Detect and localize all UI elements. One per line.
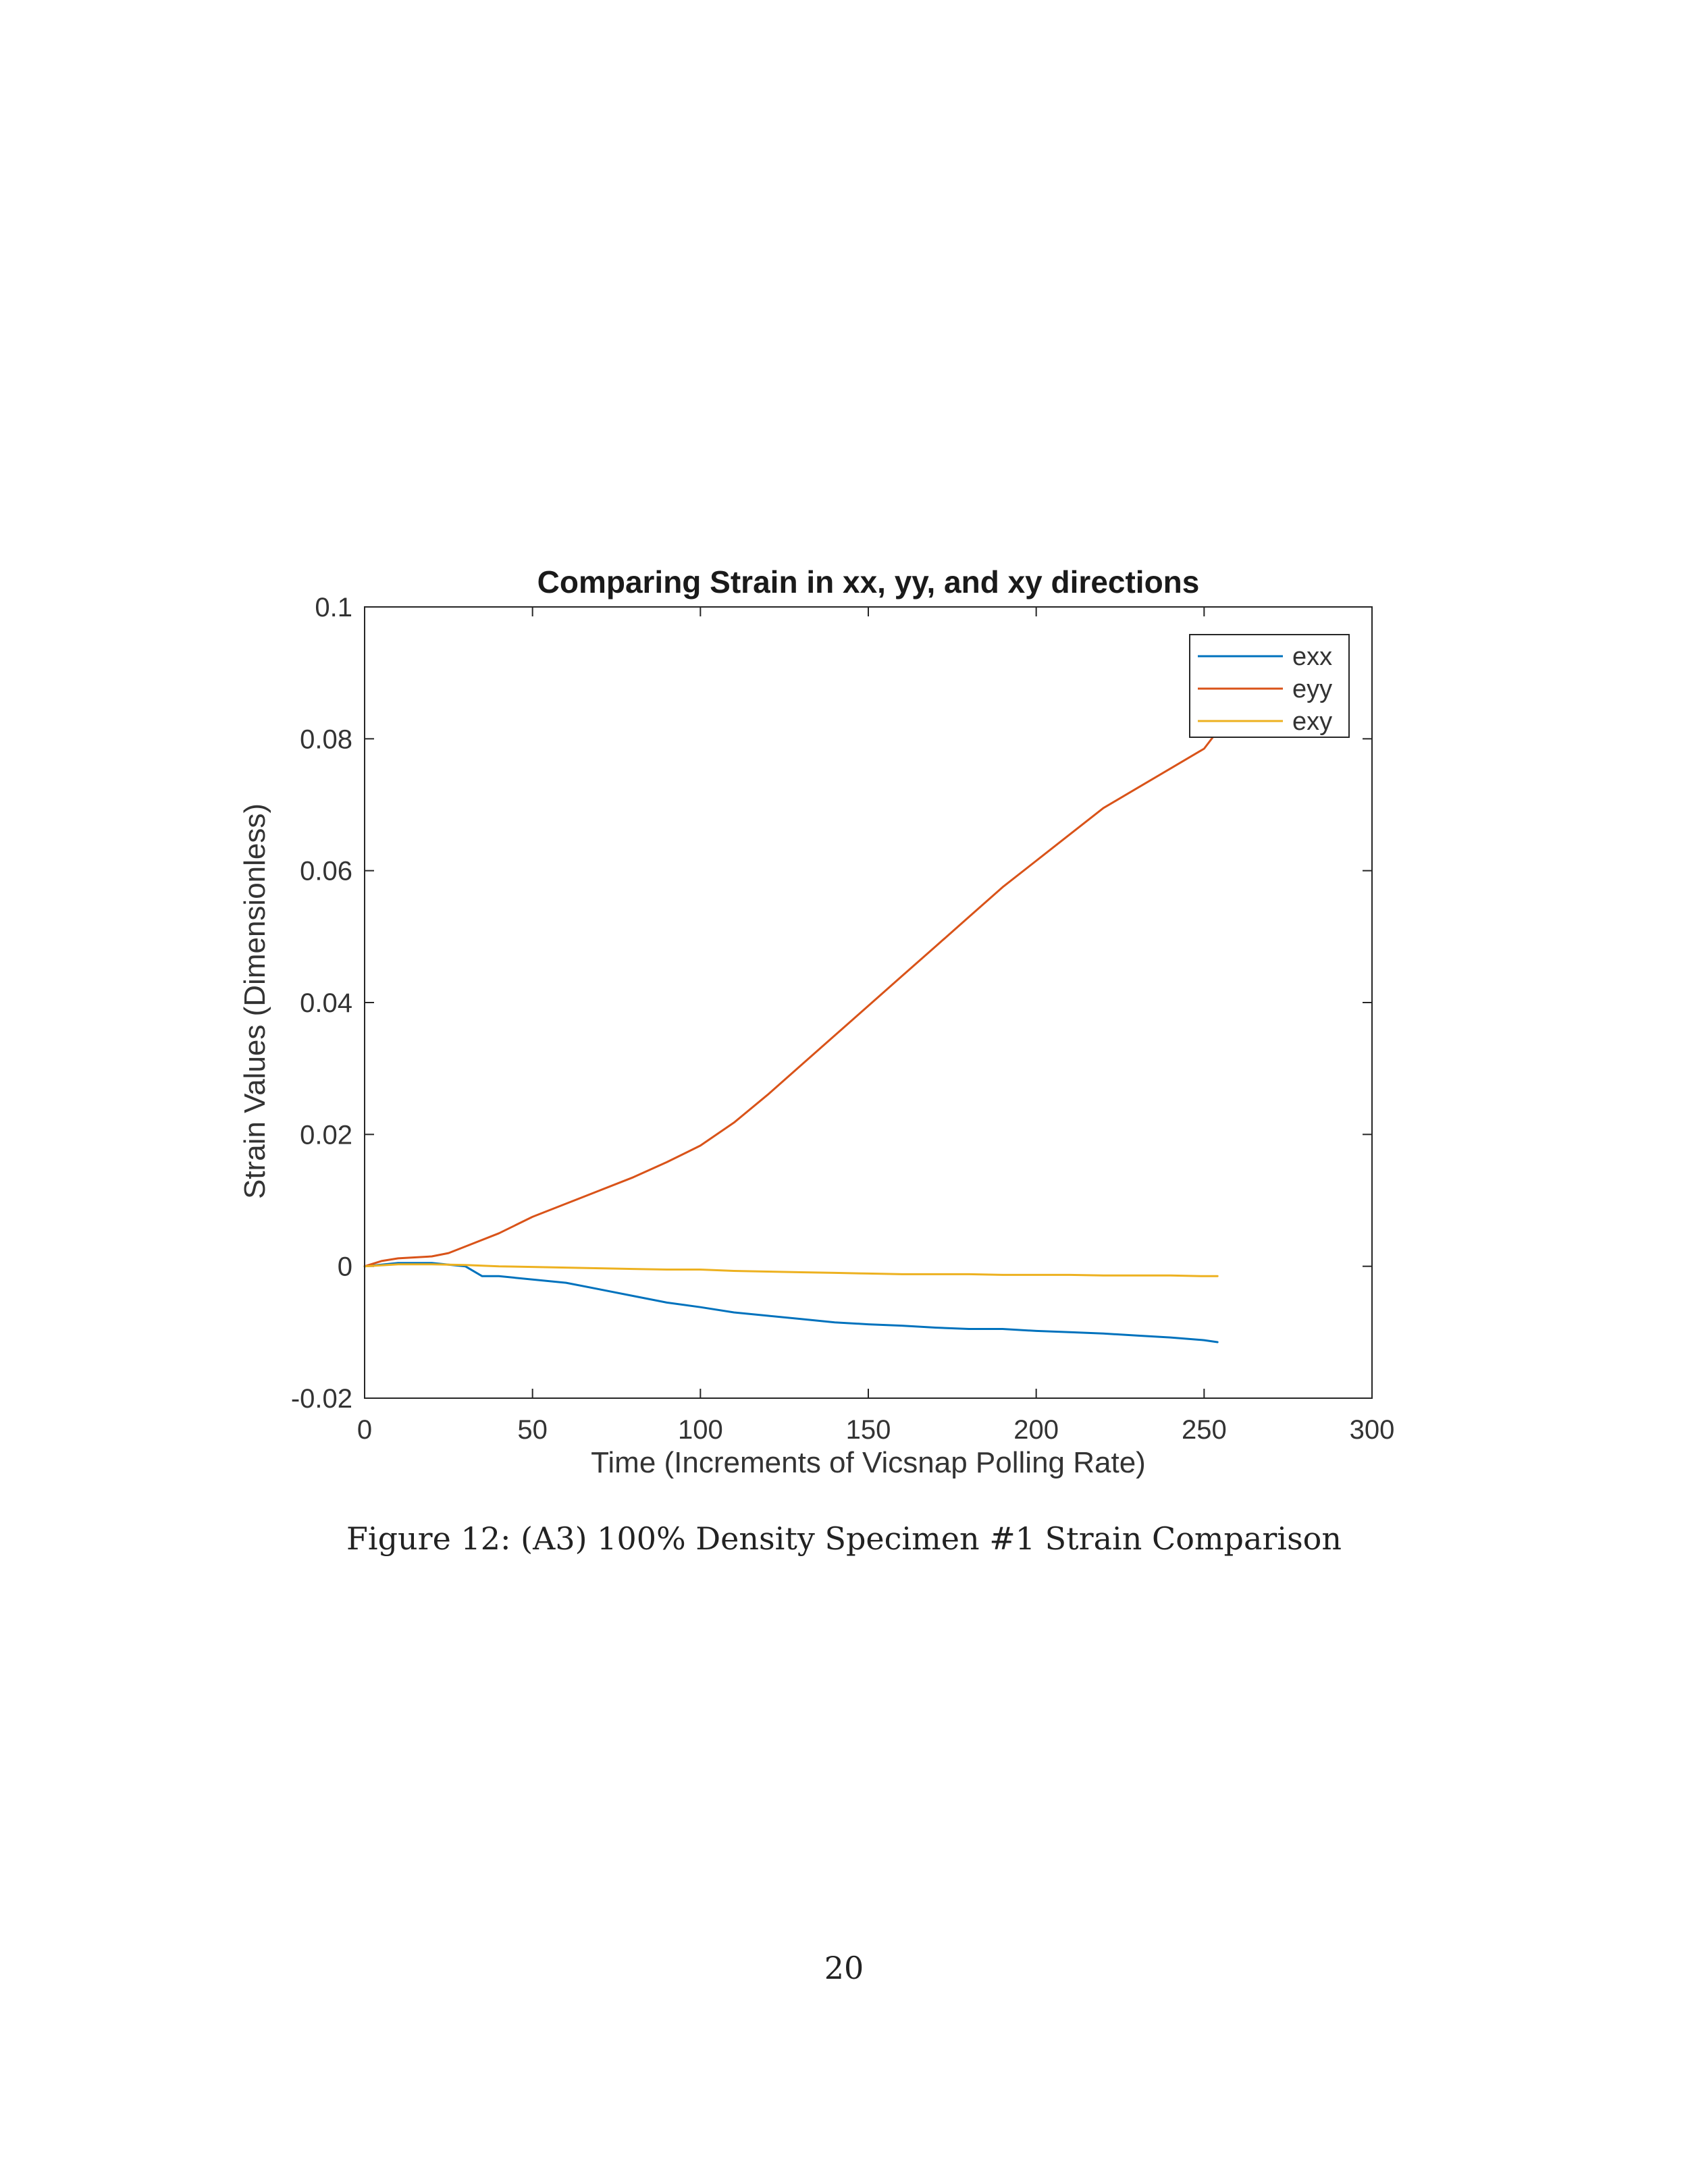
x-tick-label: 200 — [1013, 1415, 1059, 1445]
y-tick-label: 0.1 — [315, 593, 352, 622]
strain-chart: Comparing Strain in xx, yy, and xy direc… — [238, 564, 1395, 1479]
x-tick-label: 50 — [517, 1415, 548, 1445]
x-tick-label: 250 — [1182, 1415, 1227, 1445]
series-line-exy — [363, 1263, 1219, 1277]
y-tick-label: 0 — [338, 1252, 352, 1282]
tick-layer: 0 50 100 150 200 250 300-0.0200.020.040.060.08… — [291, 593, 1395, 1445]
legend-label-exy: exy — [1292, 708, 1332, 736]
page-number: 20 — [824, 1950, 864, 1986]
x-tick-label: 300 — [1350, 1415, 1395, 1445]
series-line-eyy — [363, 731, 1219, 1268]
x-tick-label: 0 — [357, 1415, 372, 1445]
figure-caption: Figure 12: (A3) 100% Density Specimen #1… — [346, 1520, 1342, 1557]
series-line-exx — [363, 1262, 1219, 1343]
legend-label-exx: exx — [1292, 643, 1332, 671]
y-tick-label: 0.08 — [300, 724, 352, 754]
series-layer — [363, 731, 1219, 1343]
y-axis-label: Strain Values (Dimensionless) — [238, 803, 271, 1199]
y-tick-label: -0.02 — [291, 1384, 352, 1414]
y-tick-label: 0.02 — [300, 1120, 352, 1150]
x-axis-label: Time (Increments of Vicsnap Polling Rate… — [591, 1446, 1146, 1479]
chart-legend: exx eyy exy — [1189, 634, 1350, 738]
chart-title: Comparing Strain in xx, yy, and xy direc… — [537, 564, 1200, 600]
plot-area-frame — [364, 606, 1373, 1399]
x-tick-label: 150 — [846, 1415, 891, 1445]
legend-label-eyy: eyy — [1292, 675, 1332, 703]
y-tick-label: 0.04 — [300, 988, 352, 1018]
x-tick-label: 100 — [678, 1415, 723, 1445]
y-tick-label: 0.06 — [300, 857, 352, 886]
